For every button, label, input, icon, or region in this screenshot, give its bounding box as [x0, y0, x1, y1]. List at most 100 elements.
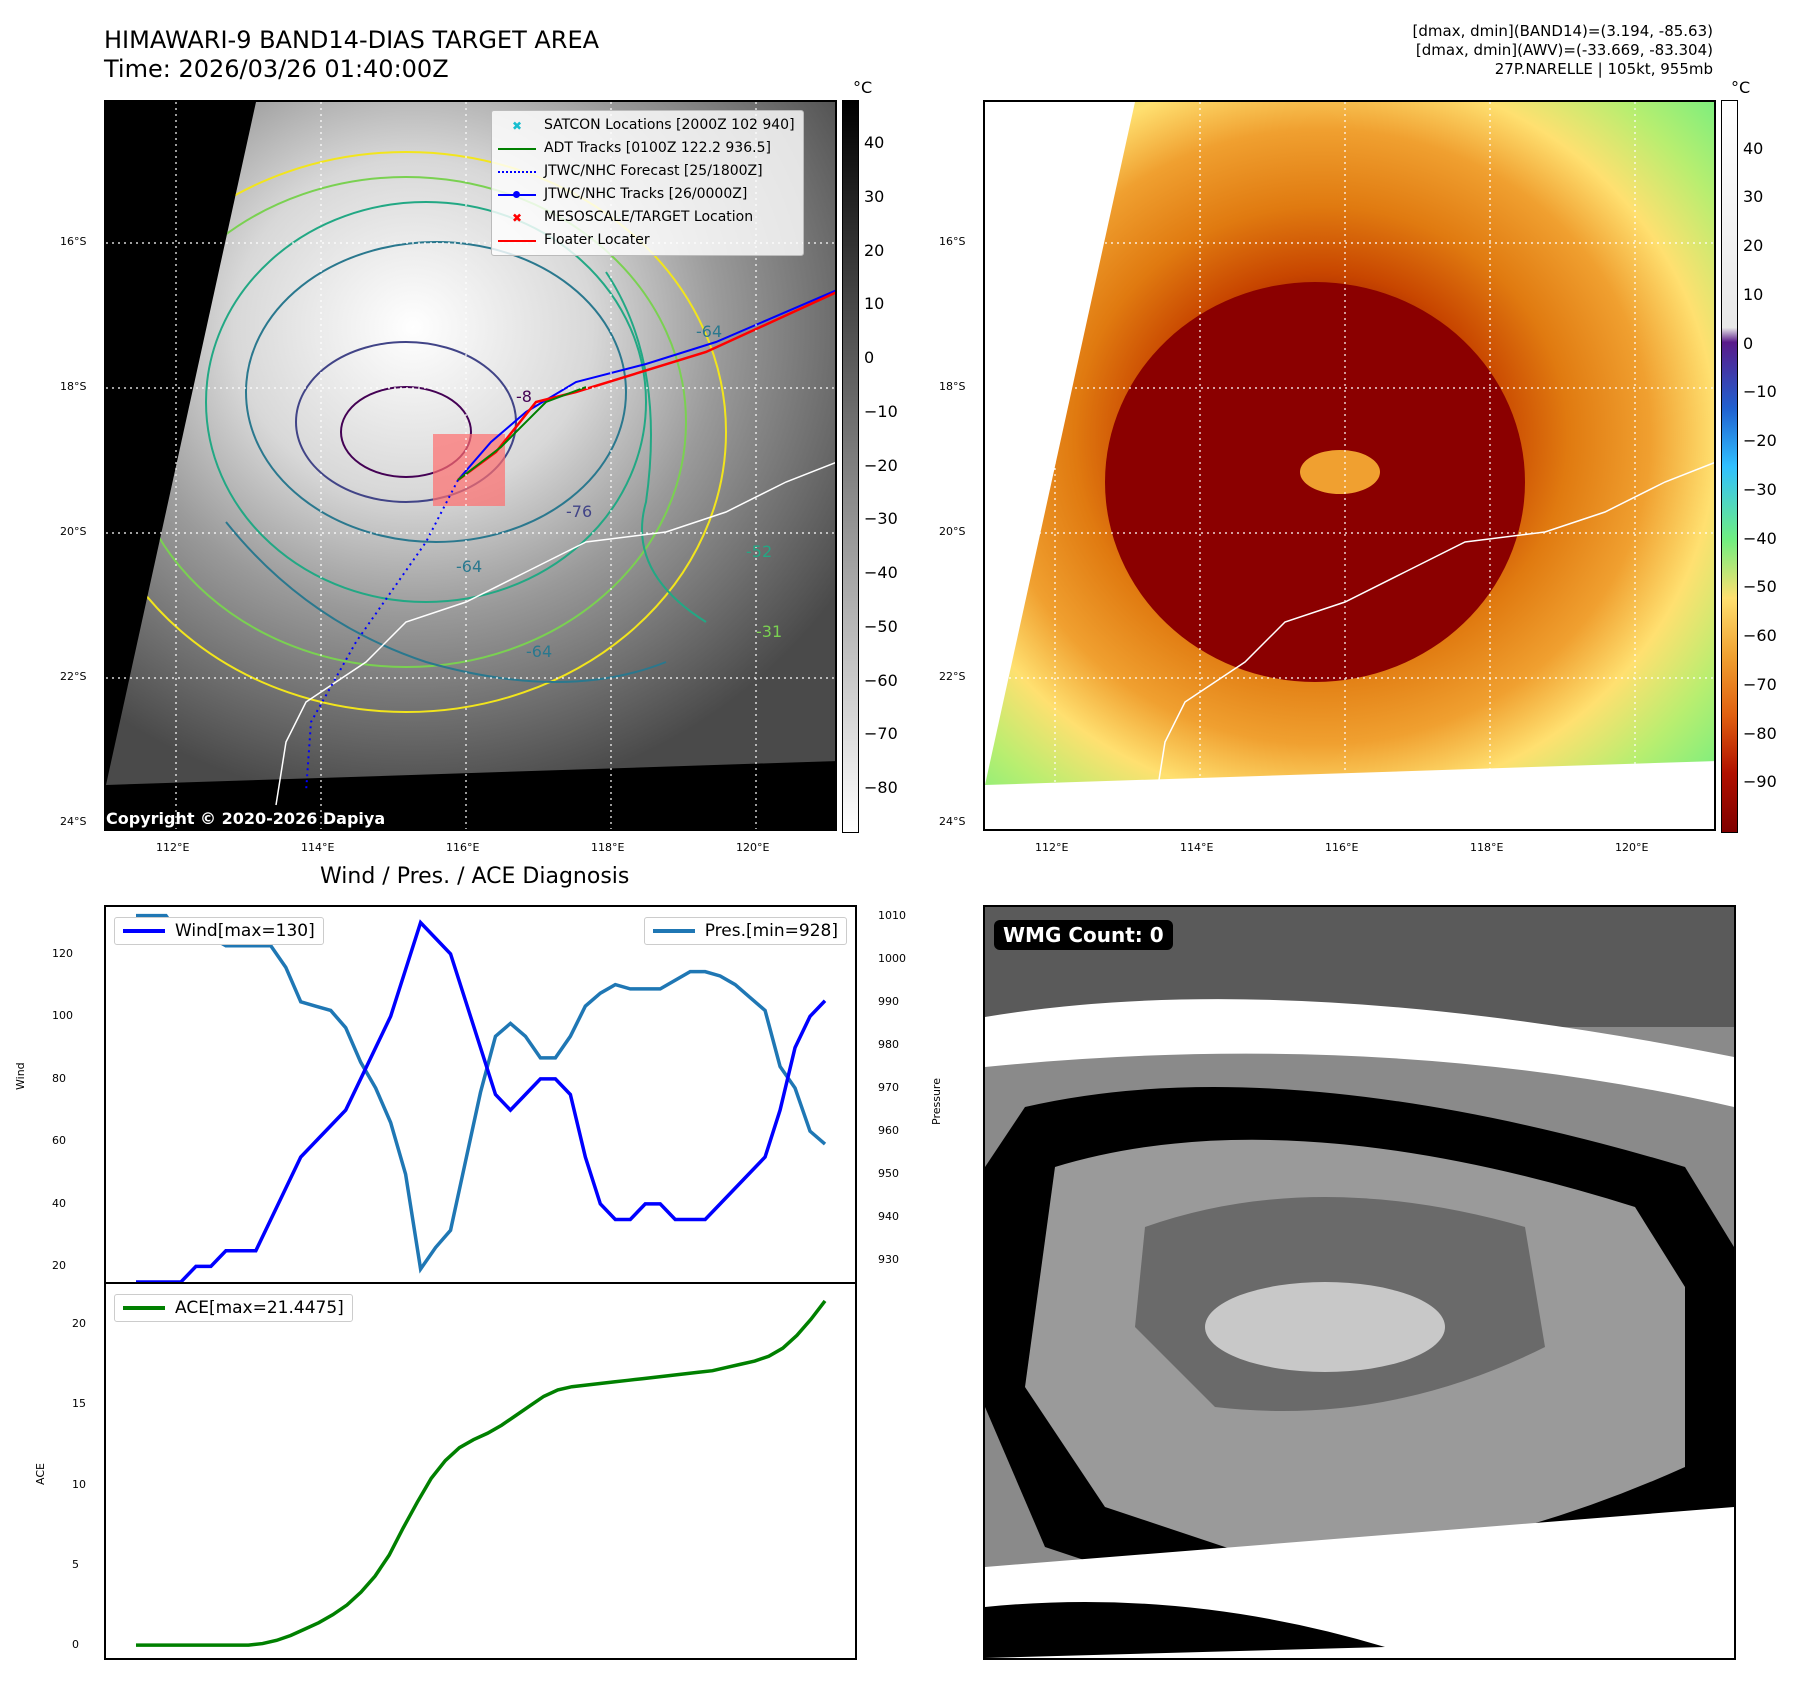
colorbar-color-tick: 20: [1743, 236, 1764, 256]
lat-label: 22°S: [60, 670, 87, 683]
ace-tick: 20: [72, 1317, 86, 1331]
pressure-legend: Pres.[min=928]: [643, 917, 847, 945]
colorbar-gray-tick: −40: [864, 563, 898, 582]
map-legend: ✖ SATCON Locations [2000Z 102 940] ADT Tra…: [491, 110, 804, 256]
wmg-eye-region: [1205, 1282, 1445, 1372]
wmg-map: [983, 905, 1736, 1660]
contour-band-east: [605, 271, 707, 623]
map-legend-item: ✖ SATCON Locations [2000Z 102 940]: [498, 114, 795, 137]
ace-legend-swatch: [123, 1306, 165, 1310]
lon-label: 112°E: [1035, 841, 1069, 854]
wind-tick: 60: [52, 1134, 66, 1148]
wmg-white-band: [985, 999, 1734, 1107]
colorbar-gray-tick: −20: [864, 455, 898, 475]
stats-title: [dmax, dmin](BAND14)=(3.194, -85.63) [dm…: [1413, 22, 1713, 79]
colorbar-gray: [842, 100, 859, 833]
contour-blue: [295, 341, 517, 503]
ace-tick: 15: [72, 1397, 86, 1411]
pressure-legend-swatch: [652, 929, 695, 933]
ace-svg: [136, 1299, 827, 1647]
lat-label: 20°S: [939, 525, 966, 538]
storm-info: 27P.NARELLE | 105kt, 955mb: [1494, 60, 1713, 78]
contour-label-7: -8: [516, 387, 532, 406]
pressure-tick: 1010: [878, 908, 906, 922]
colorbar-gray-tick: −70: [864, 724, 898, 744]
wind-tick: 100: [52, 1009, 73, 1023]
colorbar-gray-unit: °C: [853, 78, 873, 97]
target-box: [433, 434, 505, 506]
lon-label: 118°E: [1470, 841, 1504, 854]
ace-tick: 5: [72, 1557, 79, 1571]
lon-label: 112°E: [156, 841, 190, 854]
copyright-text: Copyright © 2020-2026 Dapiya: [106, 809, 386, 828]
legend-label: MESOSCALE/TARGET Location: [544, 209, 754, 225]
lat-label: 16°S: [60, 235, 87, 248]
legend-label: SATCON Locations [2000Z 102 940]: [544, 117, 795, 133]
main-title: HIMAWARI-9 BAND14-DIAS TARGET AREA Time:…: [104, 26, 599, 84]
contour-label-5: -52: [746, 542, 773, 561]
colorbar-gray-tick: 40: [864, 133, 885, 152]
wind-series-line: [136, 919, 827, 1282]
contour-label-6: -31: [756, 622, 783, 641]
pressure-tick: 940: [878, 1210, 899, 1224]
wind-legend-swatch: [123, 929, 165, 933]
lon-label: 114°E: [301, 841, 335, 854]
legend-symbol-x: ✖: [511, 210, 523, 225]
legend-label: Floater Locater: [544, 232, 650, 248]
pressure-tick: 990: [878, 994, 899, 1008]
ir-color-map: [983, 100, 1716, 831]
lat-label: 20°S: [60, 525, 87, 538]
lon-label: 120°E: [1615, 841, 1649, 854]
color-map-gridlines: [985, 102, 1714, 829]
lat-label: 22°S: [939, 670, 966, 683]
ace-series-line: [136, 1299, 827, 1647]
wind-tick: 120: [52, 946, 73, 960]
contour-label-3: -64: [456, 557, 483, 576]
ir-gray-map-svg: [106, 102, 835, 829]
colorbar-color-tick: −30: [1743, 479, 1777, 499]
lon-label: 114°E: [1180, 841, 1214, 854]
wind-legend: Wind[max=130]: [114, 917, 324, 945]
contour-label-4: -64: [526, 642, 553, 661]
colorbar-color-tick: 30: [1743, 187, 1764, 207]
colorbar-gray-tick: −80: [864, 778, 898, 797]
legend-label: JTWC/NHC Tracks [26/0000Z]: [544, 186, 748, 202]
colorbar-gray-tick: −10: [864, 401, 898, 421]
legend-symbol-line-dot: [498, 188, 536, 202]
colorbar-color-tick: −80: [1743, 723, 1777, 743]
contour-yellow: [106, 151, 727, 713]
lat-label: 24°S: [60, 815, 87, 828]
legend-symbol-line: [498, 234, 536, 248]
title-line-1: HIMAWARI-9 BAND14-DIAS TARGET AREA: [104, 26, 600, 54]
map-legend-item: ADT Tracks [0100Z 122.2 936.5]: [498, 137, 795, 160]
wind-tick: 80: [52, 1071, 66, 1085]
colorbar-color-tick: −60: [1743, 626, 1777, 646]
map-legend-item: Floater Locater: [498, 229, 795, 252]
pressure-tick: 980: [878, 1037, 899, 1051]
ir-gray-map: ✖ SATCON Locations [2000Z 102 940] ADT Tra…: [104, 100, 837, 831]
diagnosis-title: Wind / Pres. / ACE Diagnosis: [320, 864, 630, 889]
wmg-black-lower: [985, 1602, 1385, 1658]
lon-label: 118°E: [591, 841, 625, 854]
colorbar-gray-tick: 0: [864, 348, 875, 367]
pressure-tick: 970: [878, 1081, 899, 1095]
map-legend-item: JTWC/NHC Tracks [26/0000Z]: [498, 183, 795, 206]
wind-tick: 40: [52, 1196, 66, 1210]
colorbar-color-tick: −90: [1743, 772, 1777, 792]
colorbar-color-tick: 40: [1743, 138, 1764, 158]
contour-label-1: -64: [696, 322, 723, 341]
lat-label: 24°S: [939, 815, 966, 828]
pressure-axis-label: Pressure: [930, 1078, 943, 1125]
contour-purple: [340, 386, 472, 478]
wmg-count-badge: WMG Count: 0: [994, 920, 1173, 950]
colorbar-color-tick: −10: [1743, 382, 1777, 402]
ir-color-map-svg: [985, 102, 1714, 829]
pressure-tick: 930: [878, 1253, 899, 1267]
lat-label: 16°S: [939, 235, 966, 248]
colorbar-color-tick: −50: [1743, 577, 1777, 597]
contour-green: [205, 201, 647, 603]
awv-range: [dmax, dmin](AWV)=(-33.669, -83.304): [1415, 41, 1713, 59]
colorbar-gray-tick: −60: [864, 670, 898, 690]
wmg-svg: [985, 907, 1734, 1658]
lat-label: 18°S: [60, 380, 87, 393]
